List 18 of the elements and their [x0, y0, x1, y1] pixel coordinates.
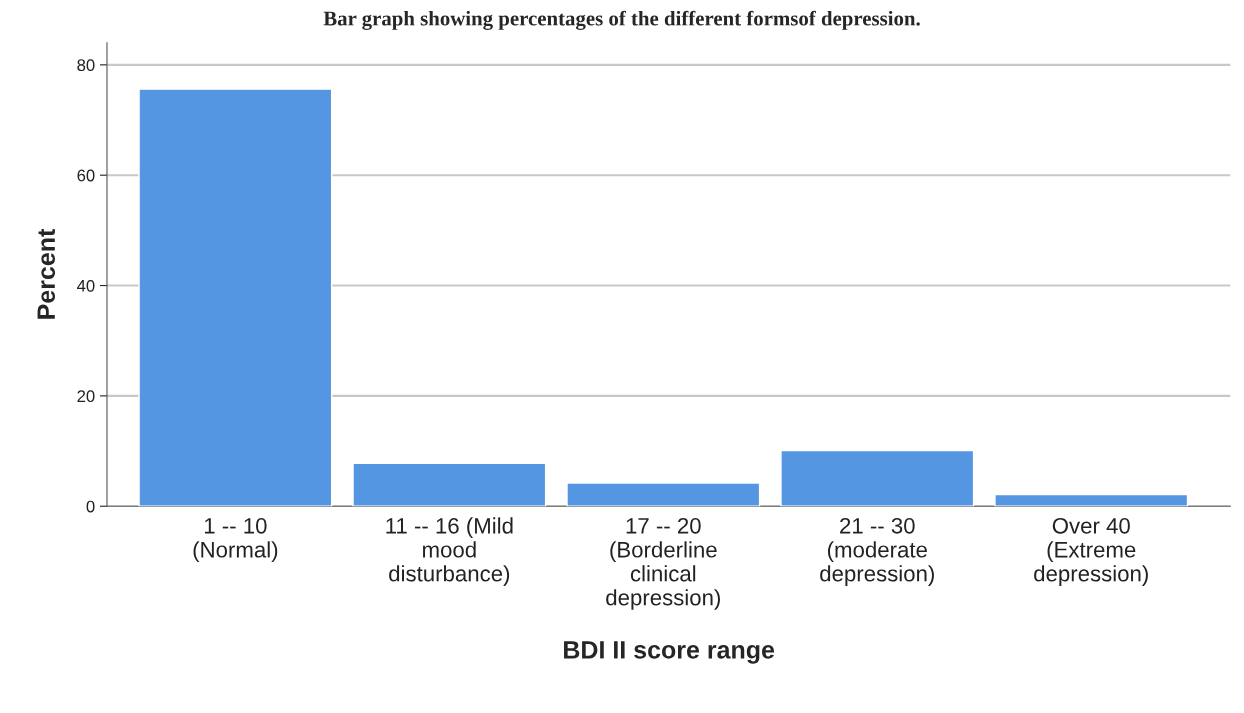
x-tick-label: 1 -- 10 (Normal): [193, 517, 278, 562]
bar: [352, 462, 547, 507]
bar: [780, 449, 975, 507]
y-axis-title: Percent: [37, 228, 56, 319]
x-tick-label: 21 -- 30 (moderate depression): [820, 517, 934, 586]
bar: [138, 88, 333, 507]
y-tick-label: 40: [77, 279, 95, 292]
y-tick-label: 80: [77, 59, 95, 72]
y-tick-label: 0: [86, 500, 95, 513]
x-tick-label: 17 -- 20 (Borderline clinical depression): [606, 517, 720, 610]
x-tick-label: Over 40 (Extreme depression): [1034, 517, 1148, 586]
chart-title: Bar graph showing percentages of the different formsof depression.: [323, 10, 920, 30]
bar: [994, 493, 1189, 507]
y-tick-label: 20: [77, 390, 95, 403]
y-tick-label: 60: [77, 169, 95, 182]
bar: [566, 482, 761, 507]
x-tick-label: 11 -- 16 (Mild mood disturbance): [386, 517, 513, 586]
x-axis-title: BDI II score range: [564, 641, 775, 664]
